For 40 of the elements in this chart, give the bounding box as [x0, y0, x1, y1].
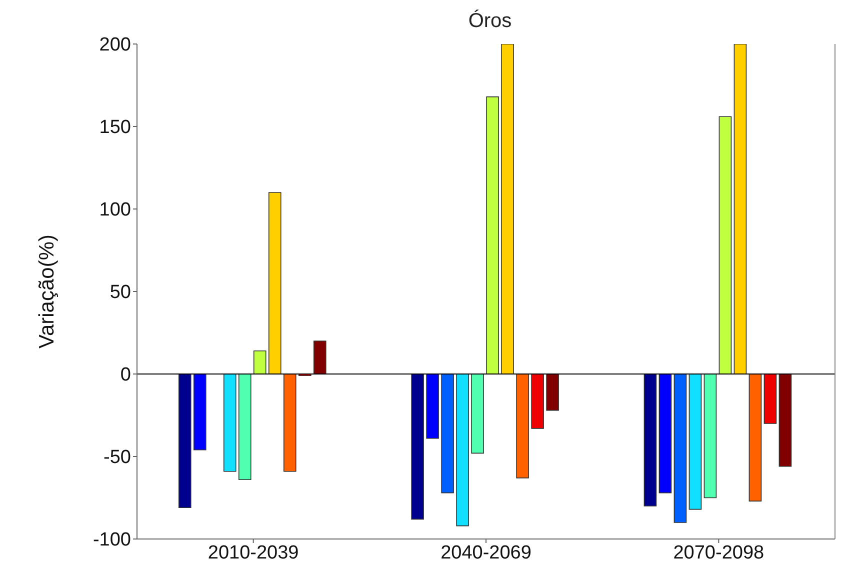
bar [658, 374, 672, 494]
y-tick-label: 200 [99, 34, 131, 56]
bar [516, 374, 529, 478]
y-tick-label: -50 [104, 447, 131, 468]
bar [748, 374, 762, 502]
x-tick-label: 2040-2069 [440, 542, 532, 564]
chart-title: Óros [467, 10, 513, 33]
bar [704, 374, 717, 498]
bar [238, 374, 252, 480]
bar [764, 374, 777, 424]
bar [313, 340, 326, 374]
y-tick-label: -100 [92, 530, 131, 551]
bar [531, 374, 544, 429]
y-tick-label: 150 [99, 117, 131, 138]
bar [283, 374, 296, 472]
bar [471, 374, 484, 454]
y-axis-title: Variação(%) [35, 234, 58, 348]
bar [441, 374, 454, 494]
bar [411, 374, 424, 520]
bar [268, 192, 282, 374]
bar [486, 96, 499, 374]
bar [644, 374, 657, 506]
y-tick-label: 100 [99, 200, 131, 221]
bar [718, 116, 732, 374]
bar [426, 374, 439, 439]
bar [688, 374, 702, 510]
bar [178, 374, 192, 508]
bar [501, 44, 514, 374]
x-tick-label: 2070-2098 [673, 542, 764, 564]
bar [674, 374, 687, 523]
bar [778, 374, 792, 467]
x-tick-label: 2010-2039 [208, 542, 299, 564]
bar [546, 374, 559, 411]
bar [253, 350, 266, 374]
bar [456, 374, 469, 526]
y-tick-label: 0 [120, 364, 131, 386]
y-tick-label: 50 [110, 282, 131, 304]
bar [734, 44, 747, 374]
bar [223, 374, 236, 472]
bar [193, 374, 206, 450]
